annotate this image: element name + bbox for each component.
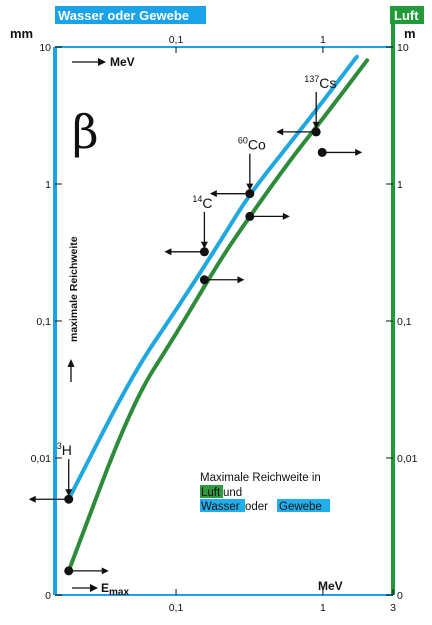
water-range-arrowhead: [276, 128, 284, 136]
water-range-point: [64, 494, 74, 504]
legend: Maximale Reichweite in Luft und Wasser o…: [200, 472, 330, 513]
air-range-arrowhead: [355, 148, 363, 156]
isotope-pointer-head: [246, 183, 254, 191]
isotope-label: 14C: [192, 194, 212, 211]
left-unit-label: mm: [10, 26, 33, 41]
air-range-arrowhead: [237, 276, 245, 284]
y-tick-label-right: 0,01: [397, 453, 418, 465]
x-tick-label-top: 0,1: [169, 34, 184, 46]
series-layer: [66, 54, 370, 573]
air-range-point: [245, 211, 255, 221]
x-axis-ticks: 0,1 0,1 1 1 3: [169, 34, 396, 614]
isotope-label: 3H: [57, 441, 72, 458]
y-tick-label-left: 0,01: [31, 453, 52, 465]
water-range-arrowhead: [164, 248, 172, 256]
water-range-arrowhead: [209, 190, 217, 198]
x-axis-direction-arrow: [72, 58, 106, 66]
air-range-point: [317, 147, 327, 157]
isotope-symbol: H: [62, 442, 72, 458]
emax-label: Emax: [101, 581, 129, 598]
y-tick-label-left: 0,1: [36, 316, 51, 328]
water-range-point: [245, 189, 255, 199]
x-tick-label-bottom: 0,1: [169, 602, 184, 614]
isotope-mass: 3: [57, 441, 62, 451]
y-axis-label: maximale Reichweite: [68, 236, 80, 342]
header-air-label: Luft: [394, 8, 419, 23]
y-tick-label-left: 0: [45, 590, 51, 602]
air-range-point: [64, 566, 74, 576]
emax-subscript: max: [109, 587, 129, 598]
y-tick-label-right: 0,1: [397, 316, 412, 328]
series-line: [66, 58, 370, 573]
water-range-point: [199, 247, 209, 257]
isotope-pointer-head: [65, 489, 73, 497]
header-water-label: Wasser oder Gewebe: [58, 8, 189, 23]
isotope-pointer-head: [200, 241, 208, 249]
emax-arrow: [72, 584, 98, 592]
water-range-arrowhead: [28, 495, 36, 503]
x-tick-label-bottom: 1: [320, 602, 326, 614]
series-line: [66, 54, 359, 502]
x-axis-direction-label: MeV: [110, 55, 135, 69]
isotope-pointer-head: [312, 121, 320, 129]
legend-water-highlight: [200, 499, 245, 512]
isotope-symbol: Co: [248, 137, 266, 153]
isotope-mass: 14: [192, 194, 202, 204]
legend-line-1: Maximale Reichweite in: [200, 472, 321, 484]
right-unit-label: m: [404, 26, 416, 41]
isotope-mass: 137: [304, 74, 319, 84]
header-air-band: [390, 6, 424, 24]
isotope-label: 137Cs: [304, 74, 336, 91]
x-tick-label-bottom: 3: [390, 602, 396, 614]
isotope-label: 60Co: [238, 136, 266, 153]
y-tick-label-right: 1: [397, 179, 403, 191]
emax-main: E: [101, 581, 109, 595]
isotope-symbol: Cs: [319, 75, 336, 91]
legend-line-2-rest: und: [223, 487, 242, 499]
legend-oder-word: oder: [245, 501, 268, 513]
air-range-point: [199, 275, 209, 285]
marker-layer: 3H 14C 60Co 137Cs: [28, 74, 363, 576]
y-tick-label-left: 10: [39, 42, 51, 54]
y-axis-direction-arrow: [67, 359, 75, 382]
legend-tissue-word: Gewebe: [279, 501, 322, 513]
x-bottom-label: MeV: [318, 579, 343, 593]
air-range-arrowhead: [282, 212, 290, 220]
legend-air-word: Luft: [201, 487, 221, 499]
legend-air-highlight: [200, 485, 223, 498]
greek-beta-symbol: β: [72, 105, 99, 159]
header-water-band: [55, 6, 206, 24]
x-tick-label-top: 1: [320, 34, 326, 46]
legend-water-word: Wasser: [201, 501, 240, 513]
isotope-mass: 60: [238, 136, 248, 146]
air-range-arrowhead: [101, 567, 109, 575]
y-axis-ticks: 10 10 1 1 0,1 0,1 0,01 0,01 0 0: [31, 42, 418, 602]
y-tick-label-right: 0: [397, 590, 403, 602]
isotope-symbol: C: [202, 195, 212, 211]
water-range-point: [311, 127, 321, 137]
y-tick-label-left: 1: [45, 179, 51, 191]
legend-tissue-highlight: [277, 499, 330, 512]
y-tick-label-right: 10: [397, 42, 409, 54]
